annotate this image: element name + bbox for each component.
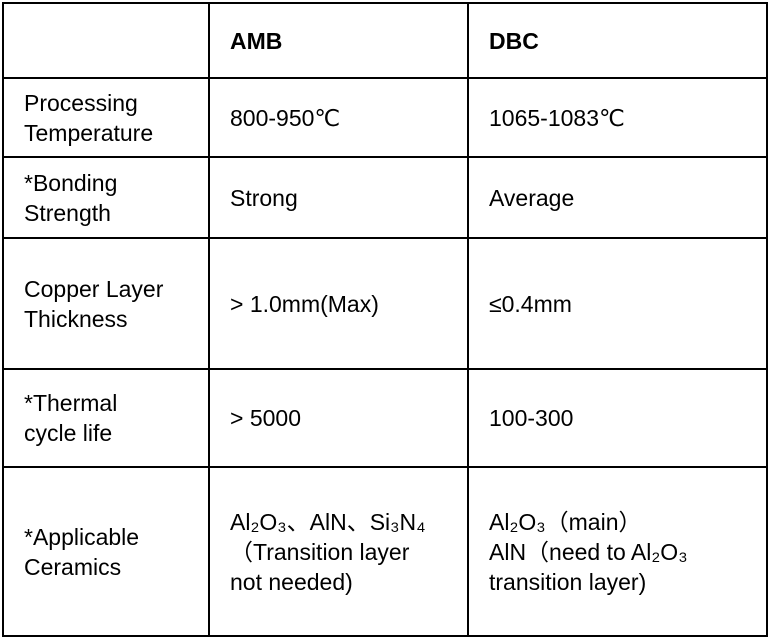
cell-line: *Applicable: [24, 523, 140, 550]
cell-line: （Transition layer: [230, 538, 410, 565]
value-cell: Al₂O₃、AlN、Si₃N₄ （Transition layer not need…: [208, 466, 469, 637]
header-text: AMB: [230, 27, 283, 54]
cell-line: 800-950℃: [230, 104, 341, 131]
value-cell: Al₂O₃（main） AlN（need to Al₂O₃ transition l…: [467, 466, 768, 637]
cell-line: Temperature: [24, 119, 154, 146]
cell-line: Average: [489, 184, 575, 211]
cell-line: AlN（need to Al₂O₃: [489, 538, 688, 565]
cell-line: > 1.0mm(Max): [230, 290, 379, 317]
cell-line: Copper Layer: [24, 275, 164, 302]
value-cell: Strong: [208, 156, 469, 239]
header-text: DBC: [489, 27, 539, 54]
cell-line: Thickness: [24, 305, 128, 332]
table-row: Copper Layer Thickness > 1.0mm(Max) ≤0.4mm: [2, 237, 768, 370]
cell-line: *Thermal: [24, 390, 118, 416]
header-cell: DBC: [467, 2, 768, 79]
table-row: *Applicable Ceramics Al₂O₃、AlN、Si₃N₄ （Trans…: [2, 466, 768, 637]
cell-line: Al₂O₃、AlN、Si₃N₄: [230, 508, 426, 535]
value-cell: 800-950℃: [208, 77, 469, 158]
corner-cell: [2, 2, 210, 79]
cell-line: 100-300: [489, 405, 574, 431]
cell-line: Strong: [230, 184, 298, 211]
row-label-cell: Copper Layer Thickness: [2, 237, 210, 370]
header-cell: AMB: [208, 2, 469, 79]
value-cell: > 1.0mm(Max): [208, 237, 469, 370]
cell-line: Al₂O₃（main）: [489, 508, 642, 535]
row-label-cell: *Applicable Ceramics: [2, 466, 210, 637]
value-cell: 1065-1083℃: [467, 77, 768, 158]
value-cell: Average: [467, 156, 768, 239]
row-label-cell: *Thermal cycle life: [2, 368, 210, 468]
cell-line: Ceramics: [24, 553, 122, 580]
table-row: *Bonding Strength Strong Average: [2, 156, 768, 239]
cell-line: ≤0.4mm: [489, 290, 572, 317]
cell-line: transition layer): [489, 568, 647, 595]
cell-line: Strength: [24, 199, 111, 226]
row-label-cell: Processing Temperature: [2, 77, 210, 158]
cell-line: 1065-1083℃: [489, 104, 625, 131]
row-label-cell: *Bonding Strength: [2, 156, 210, 239]
cell-line: *Bonding: [24, 169, 118, 196]
value-cell: > 5000: [208, 368, 469, 468]
value-cell: ≤0.4mm: [467, 237, 768, 370]
header-row: AMB DBC: [2, 2, 768, 79]
cell-line: > 5000: [230, 405, 301, 431]
table-row: *Thermal cycle life > 5000 100-300: [2, 368, 768, 468]
value-cell: 100-300: [467, 368, 768, 468]
cell-line: not needed): [230, 568, 353, 595]
cell-line: Processing: [24, 89, 138, 116]
table-row: Processing Temperature 800-950℃ 1065-1083℃: [2, 77, 768, 158]
cell-line: cycle life: [24, 420, 113, 446]
